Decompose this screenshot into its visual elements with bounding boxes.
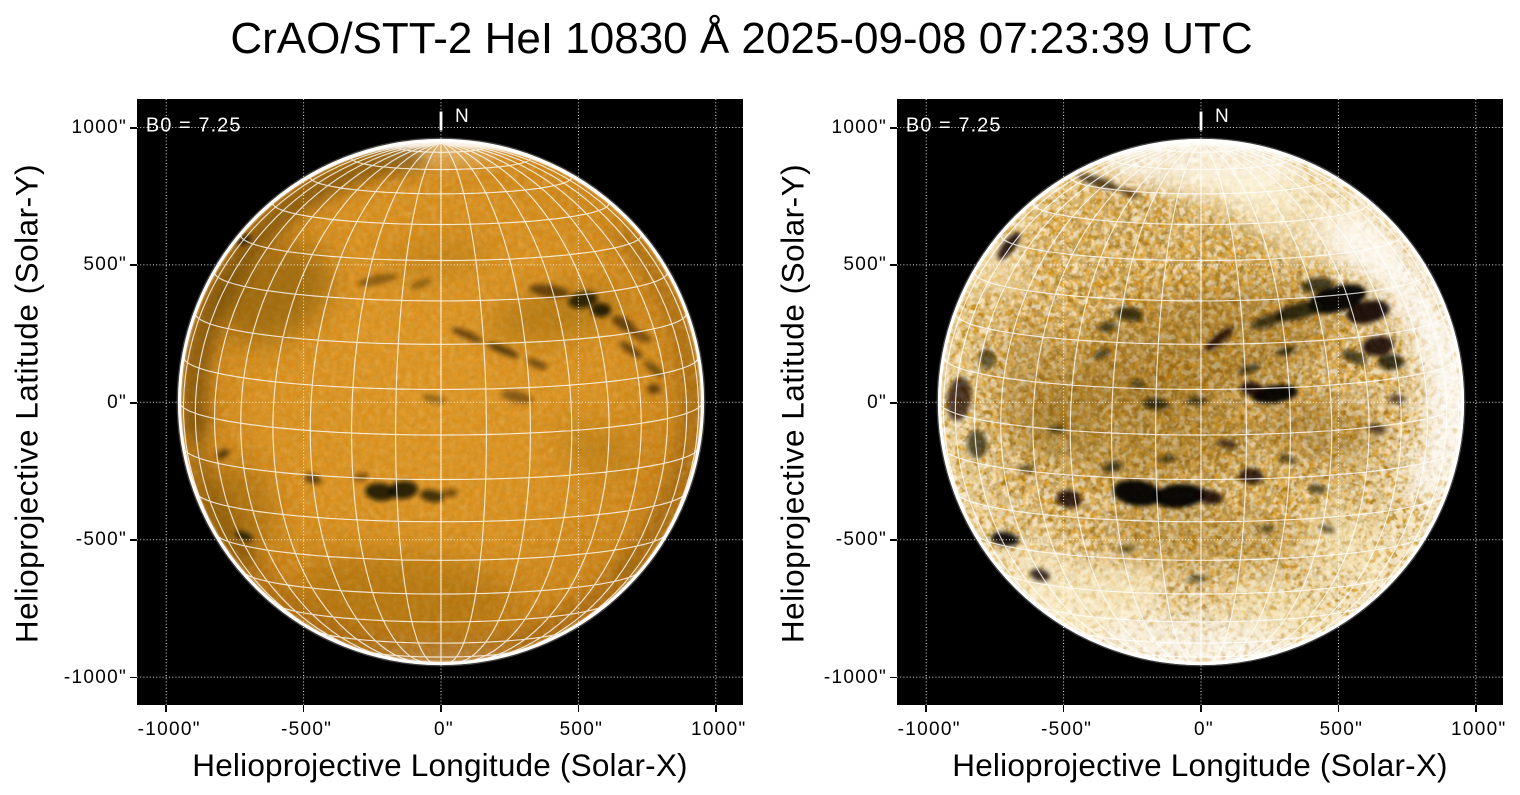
- svg-text:N: N: [455, 106, 469, 127]
- svg-text:B0 = 7.25: B0 = 7.25: [906, 114, 1002, 136]
- svg-text:N: N: [1215, 106, 1229, 127]
- svg-text:B0 = 7.25: B0 = 7.25: [146, 114, 242, 136]
